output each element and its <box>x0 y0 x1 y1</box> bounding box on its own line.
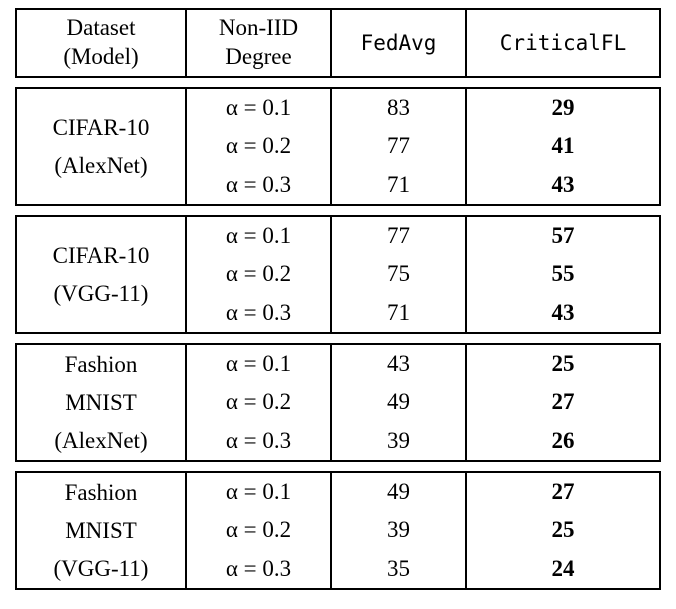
noniid-value: α = 0.3 <box>225 555 292 581</box>
criticalfl-value: 24 <box>551 555 575 581</box>
fedavg-value: 75 <box>387 261 410 287</box>
fedavg-column: 49 39 35 <box>332 473 467 588</box>
criticalfl-value: 55 <box>551 261 575 287</box>
noniid-value: α = 0.2 <box>225 389 292 415</box>
group-cifar10-vgg11: CIFAR-10 (VGG-11) α = 0.1 α = 0.2 α = 0.… <box>15 215 661 334</box>
fedavg-column: 43 49 39 <box>332 345 467 460</box>
noniid-column: α = 0.1 α = 0.2 α = 0.3 <box>187 473 332 588</box>
group-fashionmnist-alexnet: Fashion MNIST (AlexNet) α = 0.1 α = 0.2 … <box>15 343 661 462</box>
dataset-name: CIFAR-10 <box>52 242 150 268</box>
dataset-cell: CIFAR-10 (AlexNet) <box>17 89 187 204</box>
dataset-model: (VGG-11) <box>53 555 149 581</box>
noniid-value: α = 0.3 <box>225 299 292 325</box>
criticalfl-value: 43 <box>551 171 575 197</box>
noniid-value: α = 0.1 <box>225 351 292 377</box>
noniid-value: α = 0.2 <box>225 517 292 543</box>
criticalfl-value: 25 <box>551 351 575 377</box>
fedavg-value: 77 <box>387 223 410 249</box>
header-dataset-line2: (Model) <box>63 44 139 69</box>
criticalfl-column: 25 27 26 <box>467 345 659 460</box>
fedavg-value: 49 <box>387 389 410 415</box>
criticalfl-value: 26 <box>551 427 575 453</box>
noniid-value: α = 0.2 <box>225 261 292 287</box>
criticalfl-column: 27 25 24 <box>467 473 659 588</box>
header-dataset-model: Dataset (Model) <box>17 10 187 76</box>
dataset-model: (AlexNet) <box>54 152 148 178</box>
table-header-row: Dataset (Model) Non-IID Degree FedAvg Cr… <box>15 8 661 78</box>
header-noniid-line2: Degree <box>225 44 292 69</box>
noniid-value: α = 0.3 <box>225 427 292 453</box>
dataset-name-line1: Fashion <box>64 479 138 505</box>
dataset-model: (AlexNet) <box>54 427 148 453</box>
dataset-name-line2: MNIST <box>65 389 137 415</box>
dataset-cell: Fashion MNIST (AlexNet) <box>17 345 187 460</box>
criticalfl-value: 57 <box>551 223 575 249</box>
noniid-column: α = 0.1 α = 0.2 α = 0.3 <box>187 345 332 460</box>
dataset-name-line1: Fashion <box>64 351 138 377</box>
criticalfl-column: 29 41 43 <box>467 89 659 204</box>
header-dataset-line1: Dataset <box>66 15 136 41</box>
header-criticalfl: CriticalFL <box>499 30 627 55</box>
criticalfl-column: 57 55 43 <box>467 217 659 332</box>
results-table: Dataset (Model) Non-IID Degree FedAvg Cr… <box>15 8 661 590</box>
dataset-name-line2: MNIST <box>65 517 137 543</box>
dataset-name: CIFAR-10 <box>52 114 150 140</box>
dataset-cell: CIFAR-10 (VGG-11) <box>17 217 187 332</box>
noniid-value: α = 0.1 <box>225 223 292 249</box>
fedavg-value: 71 <box>387 171 410 197</box>
fedavg-value: 43 <box>387 351 410 377</box>
fedavg-value: 71 <box>387 299 410 325</box>
fedavg-column: 83 77 71 <box>332 89 467 204</box>
criticalfl-value: 27 <box>551 389 575 415</box>
criticalfl-value: 43 <box>551 299 575 325</box>
dataset-model: (VGG-11) <box>53 280 149 306</box>
header-fedavg: FedAvg <box>332 10 467 76</box>
fedavg-value: 39 <box>387 427 410 453</box>
noniid-value: α = 0.2 <box>225 133 292 159</box>
dataset-cell: Fashion MNIST (VGG-11) <box>17 473 187 588</box>
criticalfl-value: 29 <box>551 95 575 121</box>
criticalfl-value: 41 <box>551 133 575 159</box>
fedavg-value: 35 <box>387 555 410 581</box>
noniid-value: α = 0.1 <box>225 95 292 121</box>
fedavg-column: 77 75 71 <box>332 217 467 332</box>
fedavg-value: 39 <box>387 517 410 543</box>
noniid-column: α = 0.1 α = 0.2 α = 0.3 <box>187 217 332 332</box>
fedavg-value: 49 <box>387 479 410 505</box>
noniid-column: α = 0.1 α = 0.2 α = 0.3 <box>187 89 332 204</box>
header-noniid-degree: Non-IID Degree <box>187 10 332 76</box>
fedavg-value: 83 <box>387 95 410 121</box>
criticalfl-value: 27 <box>551 479 575 505</box>
header-noniid-line1: Non-IID <box>218 15 299 41</box>
group-fashionmnist-vgg11: Fashion MNIST (VGG-11) α = 0.1 α = 0.2 α… <box>15 471 661 590</box>
noniid-value: α = 0.3 <box>225 171 292 197</box>
noniid-value: α = 0.1 <box>225 479 292 505</box>
criticalfl-value: 25 <box>551 517 575 543</box>
group-cifar10-alexnet: CIFAR-10 (AlexNet) α = 0.1 α = 0.2 α = 0… <box>15 87 661 206</box>
fedavg-value: 77 <box>387 133 410 159</box>
